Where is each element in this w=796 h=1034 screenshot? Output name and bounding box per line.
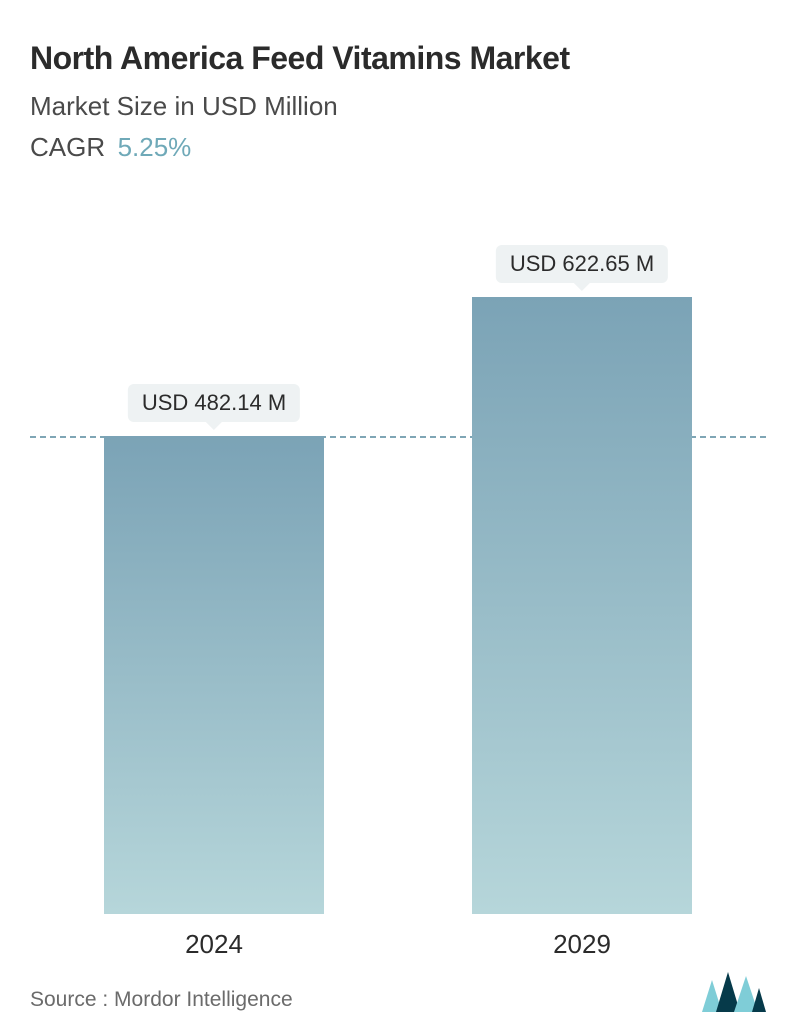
cagr-value: 5.25% — [118, 132, 192, 162]
bar-group-1: USD 622.65 M 2029 — [398, 297, 766, 914]
chart-subtitle: Market Size in USD Million — [30, 91, 766, 122]
cagr-row: CAGR 5.25% — [30, 132, 766, 163]
chart-title: North America Feed Vitamins Market — [30, 40, 766, 77]
footer: Source : Mordor Intelligence — [30, 972, 766, 1012]
bar-1: USD 622.65 M — [472, 297, 692, 914]
bar-group-0: USD 482.14 M 2024 — [30, 436, 398, 914]
cagr-label: CAGR — [30, 132, 105, 162]
bar-0-value-pill: USD 482.14 M — [128, 384, 300, 422]
bar-0: USD 482.14 M — [104, 436, 324, 914]
bar-1-x-label: 2029 — [553, 929, 611, 960]
brand-logo — [702, 972, 766, 1012]
chart-container: North America Feed Vitamins Market Marke… — [0, 0, 796, 1034]
bar-0-x-label: 2024 — [185, 929, 243, 960]
source-text: Source : Mordor Intelligence — [30, 988, 293, 1012]
plot-area: USD 482.14 M 2024 USD 622.65 M 2029 — [30, 220, 766, 914]
bar-1-value-pill: USD 622.65 M — [496, 245, 668, 283]
